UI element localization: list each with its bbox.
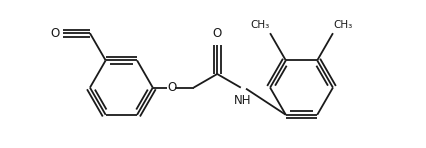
- Text: O: O: [167, 81, 176, 94]
- Text: CH₃: CH₃: [333, 20, 352, 30]
- Text: NH: NH: [234, 94, 252, 107]
- Text: CH₃: CH₃: [251, 20, 270, 30]
- Text: O: O: [213, 28, 222, 41]
- Text: O: O: [50, 27, 60, 40]
